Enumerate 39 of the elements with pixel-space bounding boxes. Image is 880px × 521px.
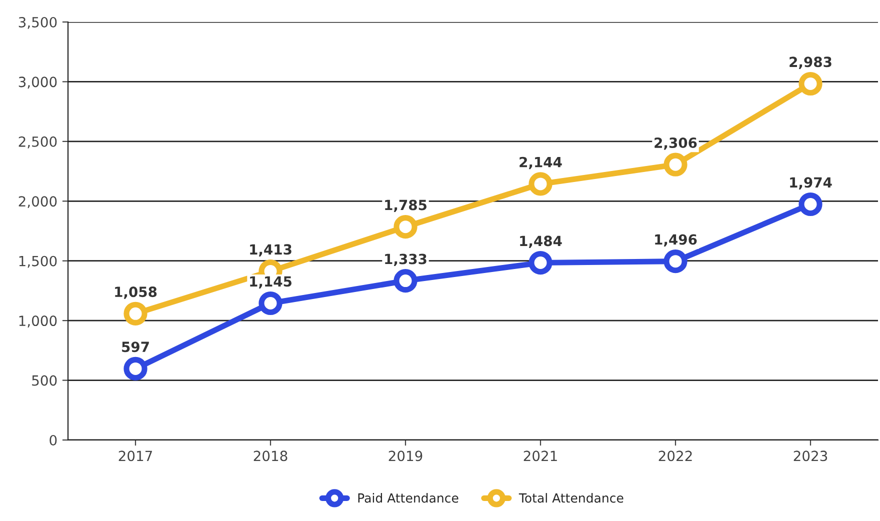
y-tick-label: 2,500 — [18, 136, 57, 148]
y-tick-label: 3,500 — [18, 16, 57, 29]
x-tick-label: 2017 — [118, 450, 152, 462]
data-label: 1,785 — [385, 200, 426, 212]
y-tick-label: 0 — [50, 434, 57, 446]
x-tick-label: 2018 — [254, 450, 288, 462]
x-tick-label: 2022 — [658, 450, 692, 462]
point — [664, 250, 688, 274]
data-label: 1,058 — [115, 286, 157, 299]
x-tick-label: 2023 — [794, 450, 828, 462]
point — [394, 268, 418, 293]
x-tick-label: 2021 — [524, 450, 557, 462]
data-label: 1,333 — [385, 254, 426, 266]
x-tick-label: 2019 — [388, 450, 422, 462]
data-label: 2,306 — [654, 138, 697, 150]
data-label: 1,974 — [790, 177, 832, 190]
y-tick-label: 3,000 — [18, 76, 57, 89]
point — [528, 250, 552, 275]
point — [258, 291, 282, 316]
point — [528, 172, 552, 196]
point — [394, 215, 418, 239]
y-tick-label: 1,500 — [19, 256, 57, 268]
point — [124, 302, 148, 326]
data-label: 2,144 — [520, 156, 562, 170]
legend-label: Paid Attendance — [358, 493, 458, 503]
data-label: 597 — [122, 342, 149, 352]
data-label: 1,496 — [655, 234, 697, 247]
point — [664, 152, 688, 176]
data-label: 1,413 — [250, 244, 292, 256]
point — [124, 356, 148, 381]
data-label: 2,983 — [790, 56, 832, 69]
point — [798, 192, 822, 216]
y-tick-label: 1,000 — [19, 316, 57, 328]
data-label: 1,145 — [250, 276, 292, 288]
data-label: 1,484 — [520, 236, 562, 248]
legend-label: Total Attendance — [518, 493, 624, 503]
y-tick-label: 500 — [32, 375, 57, 386]
point — [798, 72, 822, 96]
y-tick-label: 2,000 — [18, 196, 57, 208]
